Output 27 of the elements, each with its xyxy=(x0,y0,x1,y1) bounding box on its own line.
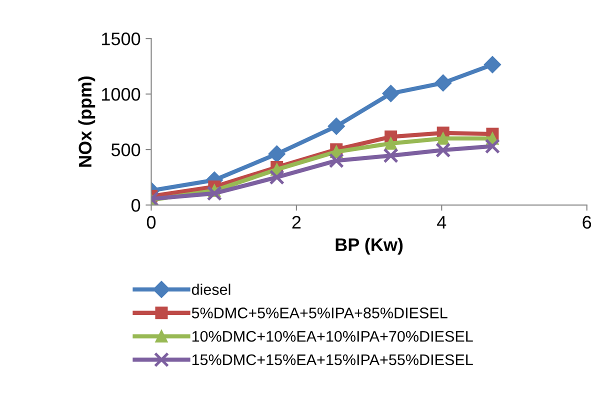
point xyxy=(484,138,500,154)
point xyxy=(268,145,286,163)
point xyxy=(383,148,398,164)
point xyxy=(436,132,450,145)
point xyxy=(328,153,344,168)
legend-label: diesel xyxy=(192,284,230,295)
point xyxy=(384,137,398,150)
y-tick-label: 1000 xyxy=(102,88,140,101)
point xyxy=(206,186,222,202)
point xyxy=(269,170,284,185)
point xyxy=(434,74,452,92)
x-tick-label: 0 xyxy=(146,216,156,229)
y-tick-label: 1500 xyxy=(102,32,140,46)
point xyxy=(484,56,502,74)
point xyxy=(435,142,451,158)
x-tick-label: 6 xyxy=(582,216,592,229)
y-axis-title: NOx (ppm) xyxy=(78,76,96,167)
y-tick-label: 500 xyxy=(111,143,140,156)
point xyxy=(328,118,345,135)
x-tick-label: 2 xyxy=(292,216,301,229)
legend-label: 5%DMC+5%EA+5%IPA+85%DIESEL xyxy=(192,308,448,318)
x-tick-label: 4 xyxy=(437,216,446,229)
legend-label: 15%DMC+15%EA+15%IPA+55%DIESEL xyxy=(192,354,473,366)
y-tick-label: 0 xyxy=(132,198,140,212)
point xyxy=(382,84,400,102)
legend-label: 10%DMC+10%EA+10%IPA+70%DIESEL xyxy=(192,330,473,342)
x-axis-title: BP (Kw) xyxy=(336,238,403,255)
